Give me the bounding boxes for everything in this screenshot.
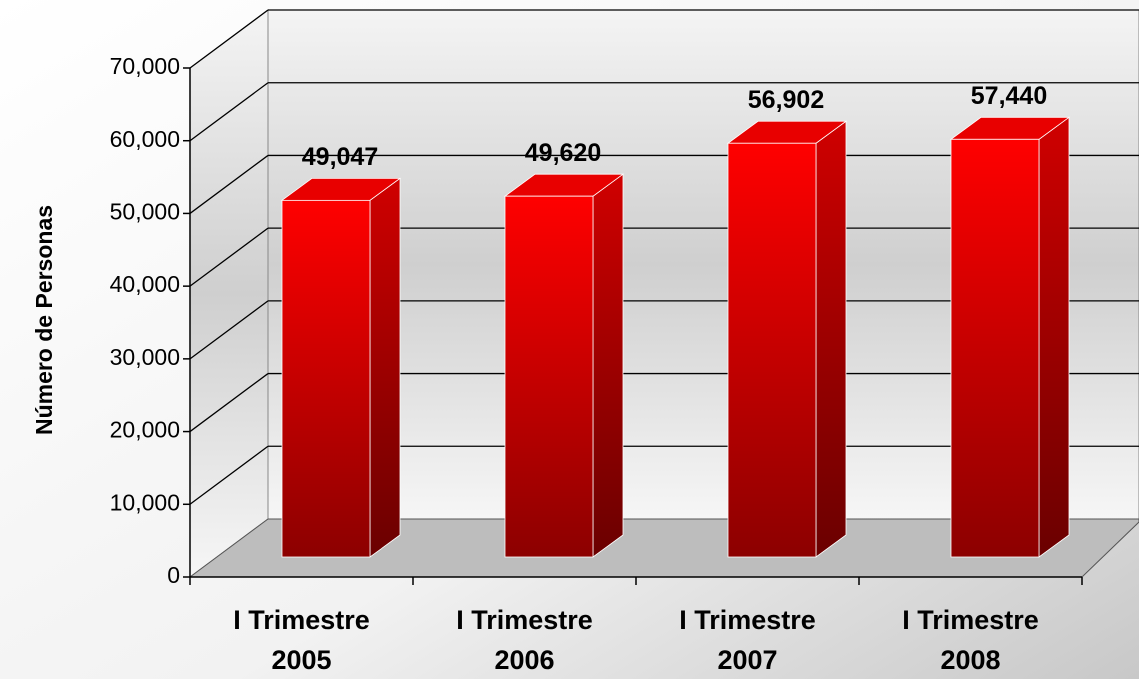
y-axis-label: Número de Personas bbox=[31, 205, 57, 435]
y-tick-label: 50,000 bbox=[110, 199, 180, 225]
y-tick-label: 40,000 bbox=[110, 271, 180, 297]
x-tick-label: 2006 bbox=[494, 645, 554, 675]
y-tick-label: 0 bbox=[167, 562, 180, 588]
grid-line bbox=[189, 9, 269, 69]
value-label: 57,440 bbox=[971, 82, 1047, 110]
y-tick-label: 60,000 bbox=[110, 126, 180, 152]
grid-line bbox=[189, 154, 269, 214]
y-tick-label: 10,000 bbox=[110, 489, 180, 515]
bar bbox=[281, 199, 371, 558]
grid-line bbox=[189, 82, 269, 142]
y-tick-label: 30,000 bbox=[110, 344, 180, 370]
grid-line bbox=[189, 227, 269, 287]
grid-line bbox=[189, 373, 269, 433]
bar bbox=[950, 138, 1040, 558]
bar-side bbox=[369, 177, 401, 558]
grid-line bbox=[189, 300, 269, 360]
x-tick-label: 2008 bbox=[940, 645, 1000, 675]
bar bbox=[727, 142, 817, 558]
bar-side bbox=[592, 173, 624, 558]
value-label: 49,620 bbox=[525, 139, 601, 167]
value-label: 49,047 bbox=[302, 143, 378, 171]
bar-side bbox=[815, 120, 847, 558]
y-tick-label: 70,000 bbox=[110, 53, 180, 79]
x-tick-label: I Trimestre bbox=[679, 605, 816, 635]
x-tick-label: I Trimestre bbox=[456, 605, 593, 635]
x-tick-label: 2007 bbox=[717, 645, 777, 675]
y-tick-label: 20,000 bbox=[110, 417, 180, 443]
bar bbox=[504, 195, 594, 558]
x-tick-label: I Trimestre bbox=[233, 605, 370, 635]
x-tick-label: I Trimestre bbox=[902, 605, 1039, 635]
grid-line bbox=[189, 445, 269, 505]
x-tick-label: 2005 bbox=[271, 645, 331, 675]
value-label: 56,902 bbox=[748, 86, 824, 114]
side-wall bbox=[189, 9, 269, 578]
bar-side bbox=[1038, 116, 1070, 558]
